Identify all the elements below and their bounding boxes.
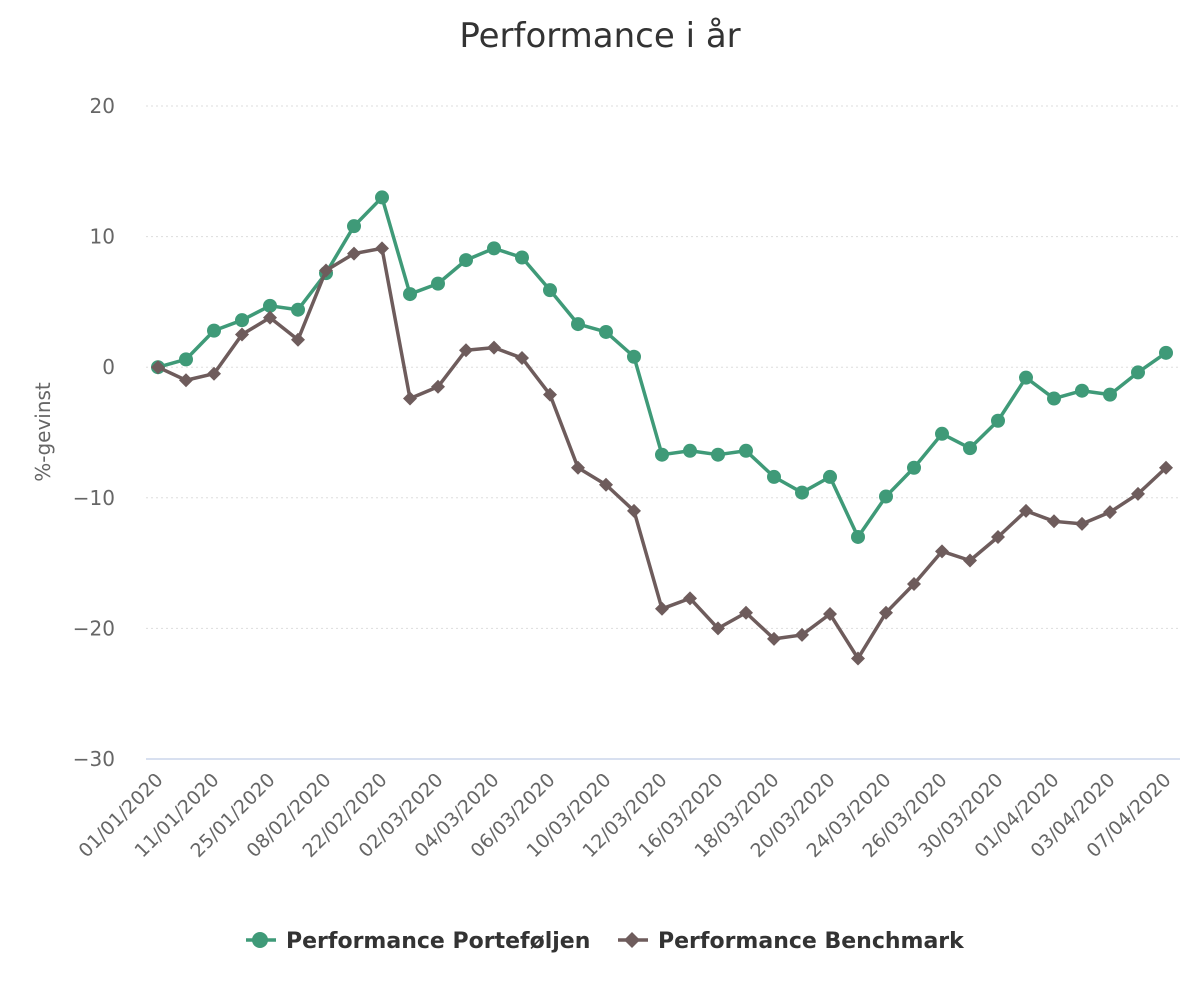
data-point — [851, 529, 865, 544]
data-point — [543, 283, 557, 298]
data-point — [823, 607, 837, 622]
data-point — [907, 460, 921, 475]
data-point — [1047, 391, 1061, 406]
data-point — [487, 241, 501, 256]
data-point — [795, 627, 809, 642]
data-point — [1103, 505, 1117, 520]
data-point — [403, 287, 417, 302]
data-point — [991, 413, 1005, 428]
data-point — [375, 241, 389, 256]
data-point — [487, 340, 501, 355]
y-tick-label: 10 — [90, 225, 115, 249]
data-point — [823, 469, 837, 484]
data-point — [963, 553, 977, 568]
data-point — [851, 651, 865, 666]
data-point — [207, 366, 221, 381]
data-point — [879, 605, 893, 620]
data-point — [179, 373, 193, 388]
data-point — [291, 302, 305, 317]
data-point — [375, 190, 389, 205]
data-point — [403, 391, 417, 406]
data-point — [431, 379, 445, 394]
legend-circle-icon — [252, 932, 268, 948]
data-point — [767, 469, 781, 484]
data-point — [291, 332, 305, 347]
data-point — [627, 503, 641, 518]
data-point — [935, 544, 949, 559]
data-point — [1159, 460, 1173, 475]
y-tick-label: −20 — [73, 616, 115, 640]
y-axis-label: %-gevinst — [31, 382, 55, 482]
data-point — [235, 313, 249, 328]
data-point — [1075, 383, 1089, 398]
legend-label: Performance Benchmark — [658, 929, 965, 954]
data-point — [767, 631, 781, 646]
data-point — [347, 219, 361, 234]
data-point — [739, 443, 753, 458]
data-point — [151, 360, 165, 375]
data-point — [459, 343, 473, 358]
data-point — [179, 352, 193, 367]
data-point — [963, 441, 977, 456]
data-point — [263, 298, 277, 313]
data-point — [571, 460, 585, 475]
data-point — [235, 327, 249, 342]
data-point — [795, 485, 809, 500]
data-point — [991, 529, 1005, 544]
data-point — [1131, 365, 1145, 380]
data-point — [711, 447, 725, 462]
data-point — [907, 576, 921, 591]
legend-diamond-icon — [624, 932, 640, 948]
data-point — [1047, 514, 1061, 529]
data-point — [683, 591, 697, 606]
data-point — [347, 246, 361, 261]
y-tick-label: −30 — [73, 747, 115, 771]
data-point — [879, 489, 893, 504]
legend-item-1[interactable]: Performance Benchmark — [618, 929, 965, 954]
legend-item-0[interactable]: Performance Porteføljen — [246, 929, 590, 954]
data-point — [263, 310, 277, 325]
data-point — [515, 250, 529, 265]
data-point — [459, 253, 473, 268]
data-point — [1075, 516, 1089, 531]
data-point — [935, 426, 949, 441]
data-point — [1103, 387, 1117, 402]
data-point — [739, 605, 753, 620]
data-point — [543, 387, 557, 402]
data-point — [655, 447, 669, 462]
data-point — [515, 351, 529, 366]
chart-title: Performance i år — [459, 16, 740, 56]
data-point — [319, 263, 333, 278]
data-point — [207, 323, 221, 338]
data-point — [1131, 486, 1145, 501]
data-point — [1019, 503, 1033, 518]
data-point — [1019, 370, 1033, 385]
data-point — [599, 477, 613, 492]
data-point — [599, 324, 613, 339]
data-point — [627, 349, 641, 364]
data-point — [571, 317, 585, 332]
data-point — [711, 621, 725, 636]
data-point — [655, 601, 669, 616]
data-point — [1159, 345, 1173, 360]
y-tick-label: −10 — [73, 486, 115, 510]
data-point — [683, 443, 697, 458]
y-tick-label: 0 — [102, 355, 115, 379]
legend-label: Performance Porteføljen — [286, 929, 590, 954]
y-tick-label: 20 — [90, 94, 115, 118]
data-point — [431, 276, 445, 291]
